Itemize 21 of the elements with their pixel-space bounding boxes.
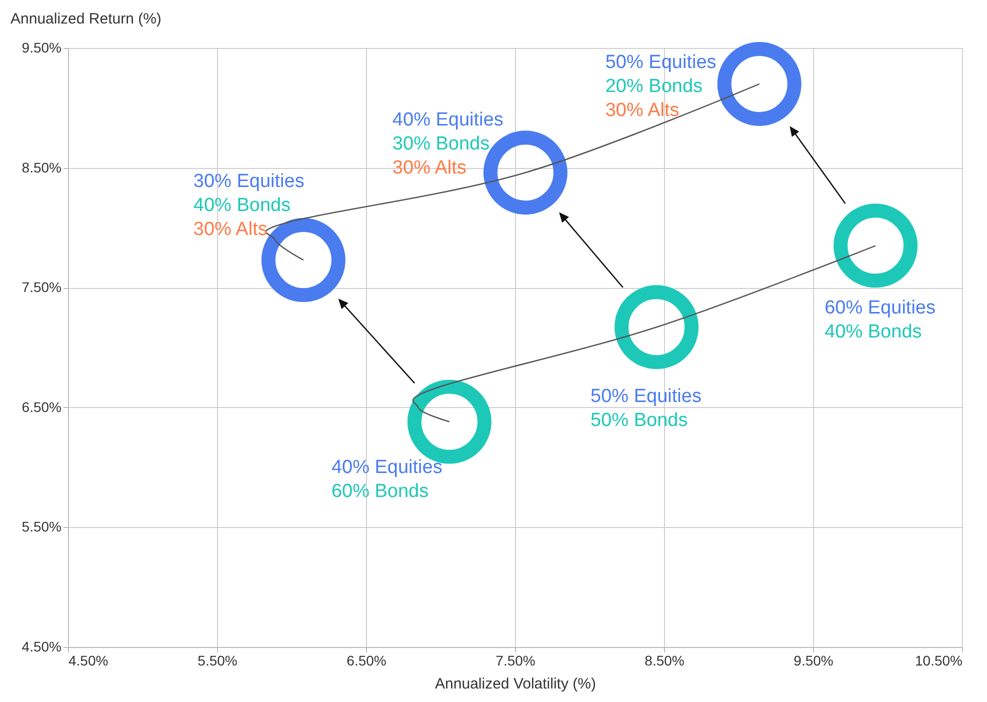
x-axis-title: Annualized Volatility (%) <box>435 676 596 692</box>
y-tick-label: 9.50% <box>22 40 62 56</box>
y-axis-title: Annualized Return (%) <box>10 10 162 28</box>
x-tick-label: 6.50% <box>346 652 386 668</box>
x-tick-label: 4.50% <box>68 652 108 668</box>
x-tick-label: 9.50% <box>794 652 834 668</box>
x-tick-label: 5.50% <box>198 652 238 668</box>
annotation: 50% Equities 50% Bonds <box>590 386 702 432</box>
y-tick-label: 4.50% <box>22 638 62 654</box>
y-tick-label: 6.50% <box>22 398 62 415</box>
x-tick-label: 7.50% <box>496 652 536 668</box>
annotation: 50% Equities 20% Bonds 30% Alts <box>605 52 716 121</box>
y-tick-label: 8.50% <box>22 159 62 176</box>
annotation: 40% Equities 60% Bonds <box>331 456 442 502</box>
annotation: 60% Equities 40% Bonds <box>824 298 936 343</box>
x-tick-label: 10.50% <box>915 652 962 668</box>
x-tick-label: 8.50% <box>644 652 684 668</box>
annotation: 30% Equities 40% Bonds 30% Alts <box>193 171 304 240</box>
y-tick-label: 5.50% <box>22 518 62 535</box>
annotation: 40% Equities 30% Bonds 30% Alts <box>392 110 504 179</box>
y-tick-label: 7.50% <box>22 279 62 296</box>
